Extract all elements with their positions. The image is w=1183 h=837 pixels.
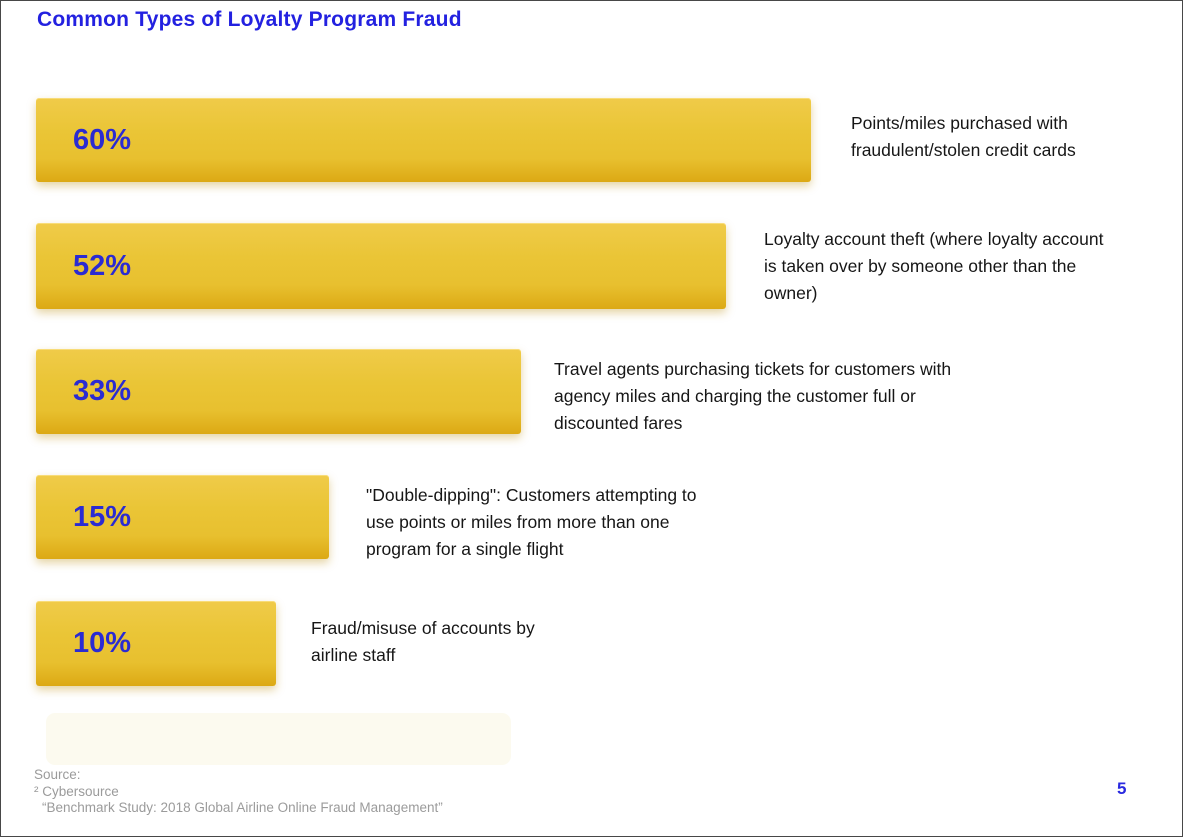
source-study: “Benchmark Study: 2018 Global Airline On… [42,800,443,815]
bar-description: "Double-dipping": Customers attempting t… [366,485,697,559]
bar-value-label: 33% [73,375,132,407]
bar-value-label: 60% [73,123,132,156]
chart-title: Common Types of Loyalty Program Fraud [37,8,462,31]
source-block: Source: ² Cybersource “Benchmark Study: … [34,767,443,817]
bar-33: 33% [36,349,521,434]
ghost-bar-artifact [46,713,511,765]
bar-10: 10% [36,601,276,686]
source-label: Source: [34,767,81,782]
bar-value-label: 15% [73,500,132,533]
bar-description: Loyalty account theft (where loyalty acc… [764,229,1104,303]
bar-description: Travel agents purchasing tickets for cus… [554,359,952,433]
bar-value-label: 10% [73,627,132,659]
bar-description: Points/miles purchased with fraudulent/s… [851,113,1076,160]
bar-description: Fraud/misuse of accounts by airline staf… [311,618,535,665]
bar-15: 15% [36,475,329,559]
bar-52: 52% [36,223,726,309]
bar-value-label: 52% [73,249,132,282]
source-attribution: ² Cybersource [34,783,119,799]
page-number: 5 [1117,779,1127,798]
bar-60: 60% [36,98,811,182]
